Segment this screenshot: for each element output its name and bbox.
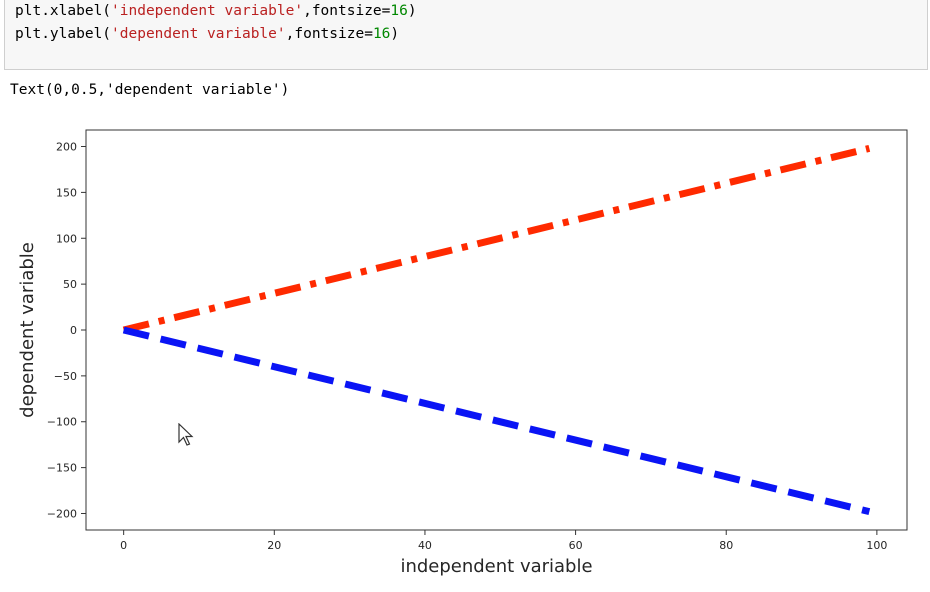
plot-frame <box>85 129 908 531</box>
code-token: ) <box>390 26 400 42</box>
code-token: ,fontsize= <box>285 26 373 42</box>
output-text: Text(0,0.5,'dependent variable') <box>10 82 290 98</box>
code-token: 'independent variable' <box>111 3 304 19</box>
code-line: plt.ylabel('dependent variable',fontsize… <box>15 26 399 42</box>
y-tick-label: 0 <box>70 324 77 337</box>
code-cell[interactable]: plt.xlabel('independent variable',fontsi… <box>4 0 928 70</box>
y-tick-label: −50 <box>54 370 77 383</box>
code-token: 16 <box>390 3 408 19</box>
y-tick-label: −100 <box>47 416 77 429</box>
code-token: ) <box>407 3 417 19</box>
x-axis-label: independent variable <box>400 556 592 577</box>
x-tick-label: 60 <box>569 539 583 552</box>
code-token: 'dependent variable' <box>111 26 286 42</box>
x-tick-label: 80 <box>719 539 733 552</box>
y-tick-label: −150 <box>47 462 77 475</box>
x-tick-label: 40 <box>418 539 432 552</box>
y-axis-label: dependent variable <box>17 242 38 418</box>
y-tick-label: 50 <box>63 278 77 291</box>
y-tick-label: 150 <box>56 186 77 199</box>
y-tick-label: 100 <box>56 232 77 245</box>
code-token: ,fontsize= <box>303 3 391 19</box>
pointer-arrow-icon <box>178 423 194 446</box>
series-line-1 <box>122 144 871 334</box>
code-token: plt.xlabel( <box>15 3 112 19</box>
y-tick-label: −200 <box>47 507 77 520</box>
series-line-2 <box>122 326 871 516</box>
line-chart: 0 20 40 60 80 100 200 150 100 50 0 −50 −100 −150 −200 i… <box>17 129 908 577</box>
x-tick-label: 100 <box>866 539 887 552</box>
code-line: plt.xlabel('independent variable',fontsi… <box>15 3 417 19</box>
code-token: 16 <box>372 26 391 42</box>
x-tick-label: 0 <box>120 539 127 552</box>
y-tick-label: 200 <box>56 141 77 154</box>
x-tick-label: 20 <box>267 539 281 552</box>
code-token: plt.ylabel( <box>15 26 112 42</box>
